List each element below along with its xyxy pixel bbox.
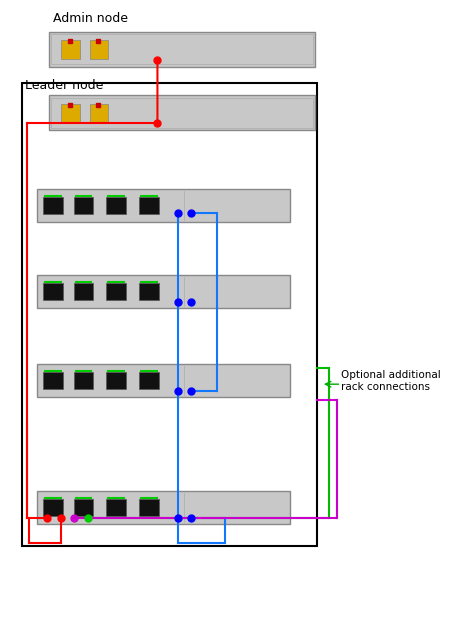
Bar xyxy=(74,283,93,300)
Bar xyxy=(43,197,63,214)
Text: Leader node: Leader node xyxy=(24,79,103,92)
FancyBboxPatch shape xyxy=(49,32,315,67)
Bar xyxy=(139,283,159,300)
Bar xyxy=(61,104,80,123)
FancyBboxPatch shape xyxy=(37,275,290,308)
FancyBboxPatch shape xyxy=(49,95,315,130)
FancyBboxPatch shape xyxy=(37,491,290,524)
Bar xyxy=(106,372,126,389)
Bar xyxy=(106,197,126,214)
Bar xyxy=(90,104,108,123)
FancyBboxPatch shape xyxy=(37,189,290,222)
Bar xyxy=(61,40,80,59)
Bar xyxy=(139,372,159,389)
Bar xyxy=(23,83,317,546)
Bar xyxy=(43,499,63,516)
Bar xyxy=(139,499,159,516)
Bar xyxy=(74,372,93,389)
FancyBboxPatch shape xyxy=(37,364,290,397)
Bar xyxy=(43,372,63,389)
Bar xyxy=(74,197,93,214)
Bar xyxy=(90,40,108,59)
Text: Admin node: Admin node xyxy=(53,13,128,25)
Bar xyxy=(43,283,63,300)
Text: Optional additional
rack connections: Optional additional rack connections xyxy=(341,370,441,392)
Bar xyxy=(106,499,126,516)
Bar xyxy=(139,197,159,214)
Bar xyxy=(106,283,126,300)
Bar xyxy=(74,499,93,516)
